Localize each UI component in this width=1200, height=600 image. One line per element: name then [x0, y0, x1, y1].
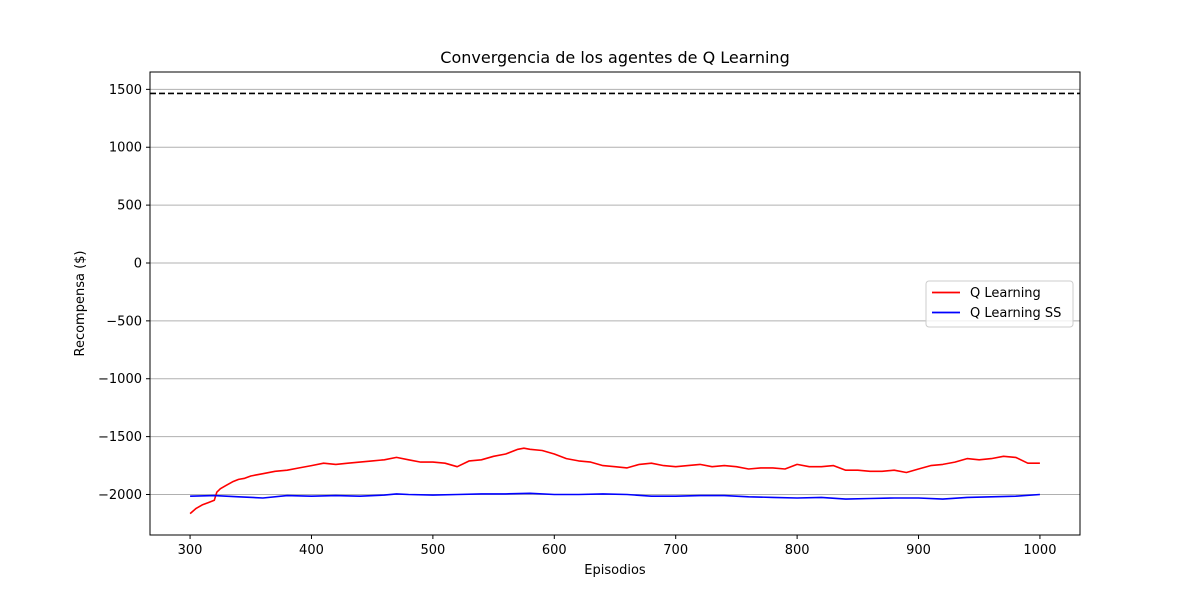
y-tick-label: −1500 [98, 430, 142, 445]
y-tick-label: 500 [117, 199, 142, 214]
chart-title: Convergencia de los agentes de Q Learnin… [440, 48, 789, 67]
plot-frame [149, 71, 1081, 536]
x-tick-label: 700 [663, 543, 688, 558]
gridlines [150, 88, 1080, 495]
x-tick-label: 600 [542, 543, 567, 558]
y-tick-label: −2000 [98, 488, 142, 503]
legend-label-0: Q Learning [970, 286, 1041, 301]
y-axis-ticks: −2000 −1500 −1000 −500 0 500 1000 1500 [98, 83, 150, 503]
y-tick-label: 1500 [109, 83, 142, 98]
x-tick-label: 300 [178, 543, 203, 558]
legend-label-1: Q Learning SS [970, 306, 1061, 321]
legend-box [925, 280, 1074, 328]
x-tick-label: 1000 [1023, 543, 1056, 558]
series-line-0 [189, 447, 1040, 515]
legend: Q Learning Q Learning SS [925, 280, 1074, 328]
series-line-1 [190, 492, 1040, 500]
x-axis-ticks: 300 400 500 600 700 800 900 1000 [178, 535, 1056, 558]
y-tick-label: 0 [134, 256, 142, 271]
y-tick-label: −1000 [98, 372, 142, 387]
series-lines [189, 447, 1040, 515]
x-axis-label: Episodios [584, 563, 646, 578]
y-tick-label: 1000 [109, 141, 142, 156]
x-tick-label: 500 [420, 543, 445, 558]
x-tick-label: 400 [299, 543, 324, 558]
y-tick-label: −500 [106, 314, 142, 329]
x-tick-label: 800 [785, 543, 810, 558]
legend-items: Q Learning Q Learning SS [932, 286, 1061, 321]
y-axis-label: Recompensa ($) [73, 251, 88, 357]
x-tick-label: 900 [906, 543, 931, 558]
